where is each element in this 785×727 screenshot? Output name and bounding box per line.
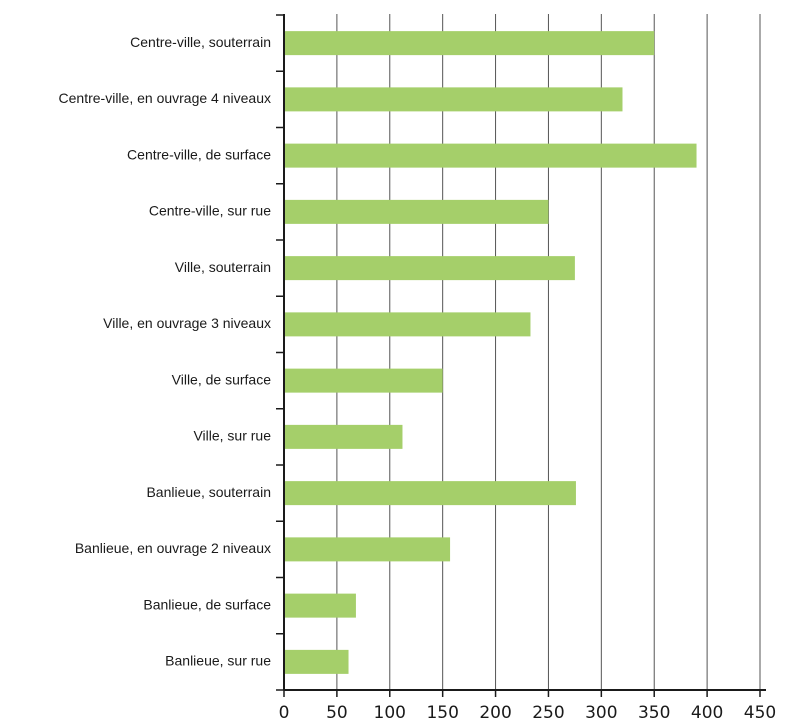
category-label-12: Banlieue, sur rue (165, 653, 271, 669)
bar-11 (284, 593, 356, 618)
bar-4 (284, 199, 549, 224)
bar-9 (284, 481, 576, 506)
x-tick-label-250: 250 (532, 703, 564, 723)
bar-1 (284, 31, 655, 56)
bar-7 (284, 368, 443, 393)
category-label-9: Banlieue, souterrain (146, 484, 271, 500)
bar-5 (284, 256, 575, 281)
x-tick-label-400: 400 (691, 703, 723, 723)
grid-lines (336, 14, 761, 690)
x-tick-label-450: 450 (744, 703, 776, 723)
bar-3 (284, 143, 697, 168)
x-tick-label-200: 200 (479, 703, 511, 723)
bar-12 (284, 649, 349, 674)
x-tick-label-0: 0 (279, 703, 290, 723)
category-label-4: Centre-ville, sur rue (149, 203, 271, 219)
category-label-3: Centre-ville, de surface (127, 146, 271, 162)
category-labels: Centre-ville, souterrain Centre-ville, en… (59, 34, 272, 669)
x-tick-label-100: 100 (374, 703, 406, 723)
bar-8 (284, 424, 403, 449)
bar-10 (284, 537, 451, 562)
category-label-7: Ville, de surface (172, 371, 272, 387)
axes (276, 14, 766, 697)
bars (284, 31, 697, 674)
x-tick-label-50: 50 (326, 703, 348, 723)
category-label-1: Centre-ville, souterrain (130, 34, 271, 50)
category-label-5: Ville, souterrain (175, 259, 271, 275)
x-tick-label-150: 150 (426, 703, 458, 723)
category-label-11: Banlieue, de surface (143, 596, 271, 612)
bar-6 (284, 312, 531, 337)
x-tick-labels: 0 50 100 150 200 250 300 350 400 450 (279, 703, 777, 723)
category-label-6: Ville, en ouvrage 3 niveaux (103, 315, 271, 331)
category-label-2: Centre-ville, en ouvrage 4 niveaux (59, 90, 271, 106)
x-tick-label-350: 350 (638, 703, 670, 723)
bar-2 (284, 87, 623, 112)
x-tick-label-300: 300 (585, 703, 617, 723)
category-label-8: Ville, sur rue (193, 428, 271, 444)
category-label-10: Banlieue, en ouvrage 2 niveaux (75, 540, 271, 556)
